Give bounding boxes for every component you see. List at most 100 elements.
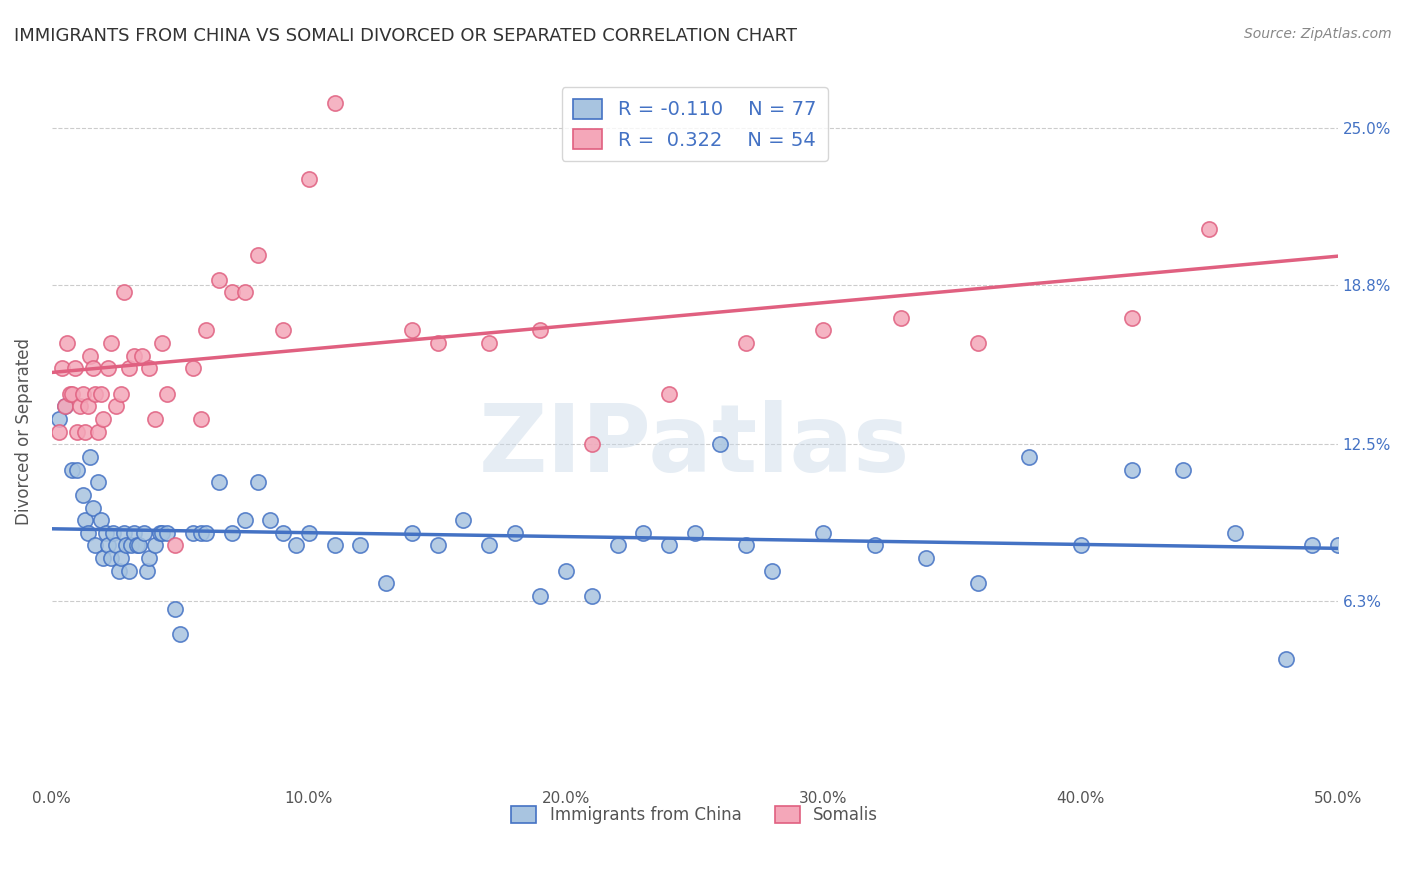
Point bbox=[735, 538, 758, 552]
Text: ZIPatlas: ZIPatlas bbox=[479, 400, 911, 491]
Point bbox=[426, 336, 449, 351]
Point bbox=[761, 564, 783, 578]
Point bbox=[221, 285, 243, 300]
Point bbox=[128, 538, 150, 552]
Point bbox=[63, 361, 86, 376]
Point bbox=[401, 525, 423, 540]
Point bbox=[271, 323, 294, 337]
Point bbox=[1121, 462, 1143, 476]
Point bbox=[82, 361, 104, 376]
Point bbox=[190, 525, 212, 540]
Point bbox=[59, 386, 82, 401]
Point bbox=[84, 386, 107, 401]
Point bbox=[75, 513, 97, 527]
Point bbox=[633, 525, 655, 540]
Point bbox=[426, 538, 449, 552]
Point bbox=[90, 386, 112, 401]
Point bbox=[1223, 525, 1246, 540]
Point bbox=[90, 513, 112, 527]
Point bbox=[94, 525, 117, 540]
Point bbox=[1173, 462, 1195, 476]
Point bbox=[375, 576, 398, 591]
Point bbox=[149, 525, 172, 540]
Point bbox=[53, 400, 76, 414]
Point bbox=[72, 386, 94, 401]
Point bbox=[138, 361, 160, 376]
Point bbox=[190, 412, 212, 426]
Point bbox=[112, 525, 135, 540]
Point bbox=[72, 488, 94, 502]
Point bbox=[150, 336, 173, 351]
Point bbox=[1070, 538, 1092, 552]
Point bbox=[60, 462, 83, 476]
Point bbox=[51, 361, 73, 376]
Point bbox=[105, 538, 128, 552]
Point bbox=[169, 627, 191, 641]
Point bbox=[156, 386, 179, 401]
Point bbox=[66, 462, 89, 476]
Point bbox=[606, 538, 628, 552]
Point bbox=[134, 525, 156, 540]
Point bbox=[53, 400, 76, 414]
Point bbox=[79, 349, 101, 363]
Point bbox=[118, 564, 141, 578]
Point bbox=[91, 551, 114, 566]
Point bbox=[100, 551, 122, 566]
Point bbox=[323, 95, 346, 110]
Point bbox=[48, 425, 70, 439]
Point bbox=[529, 589, 551, 603]
Point bbox=[259, 513, 281, 527]
Point bbox=[298, 525, 321, 540]
Point bbox=[813, 323, 835, 337]
Point bbox=[478, 538, 501, 552]
Point bbox=[208, 475, 231, 490]
Point bbox=[75, 425, 97, 439]
Point bbox=[195, 525, 218, 540]
Point bbox=[401, 323, 423, 337]
Point bbox=[1121, 310, 1143, 325]
Point bbox=[285, 538, 308, 552]
Point bbox=[1018, 450, 1040, 464]
Point bbox=[91, 412, 114, 426]
Point bbox=[1301, 538, 1323, 552]
Point bbox=[581, 589, 603, 603]
Point bbox=[69, 400, 91, 414]
Point bbox=[478, 336, 501, 351]
Point bbox=[915, 551, 938, 566]
Point bbox=[84, 538, 107, 552]
Point bbox=[181, 525, 204, 540]
Point bbox=[233, 513, 256, 527]
Point bbox=[1326, 538, 1348, 552]
Point bbox=[165, 601, 187, 615]
Point bbox=[143, 538, 166, 552]
Point bbox=[298, 171, 321, 186]
Point bbox=[966, 576, 988, 591]
Point bbox=[48, 412, 70, 426]
Point bbox=[349, 0, 371, 9]
Point bbox=[1275, 652, 1298, 666]
Point bbox=[349, 538, 371, 552]
Point bbox=[503, 525, 526, 540]
Point bbox=[110, 551, 132, 566]
Point bbox=[103, 525, 125, 540]
Point bbox=[121, 538, 143, 552]
Point bbox=[181, 361, 204, 376]
Point bbox=[125, 538, 148, 552]
Point bbox=[100, 336, 122, 351]
Point bbox=[79, 450, 101, 464]
Point bbox=[658, 538, 681, 552]
Point bbox=[131, 349, 153, 363]
Point bbox=[143, 412, 166, 426]
Point bbox=[323, 538, 346, 552]
Point bbox=[122, 525, 145, 540]
Point bbox=[105, 400, 128, 414]
Point bbox=[87, 425, 110, 439]
Point bbox=[683, 525, 706, 540]
Text: IMMIGRANTS FROM CHINA VS SOMALI DIVORCED OR SEPARATED CORRELATION CHART: IMMIGRANTS FROM CHINA VS SOMALI DIVORCED… bbox=[14, 27, 797, 45]
Point bbox=[889, 310, 911, 325]
Point bbox=[271, 525, 294, 540]
Point bbox=[118, 361, 141, 376]
Point bbox=[658, 386, 681, 401]
Point bbox=[451, 513, 474, 527]
Point bbox=[813, 525, 835, 540]
